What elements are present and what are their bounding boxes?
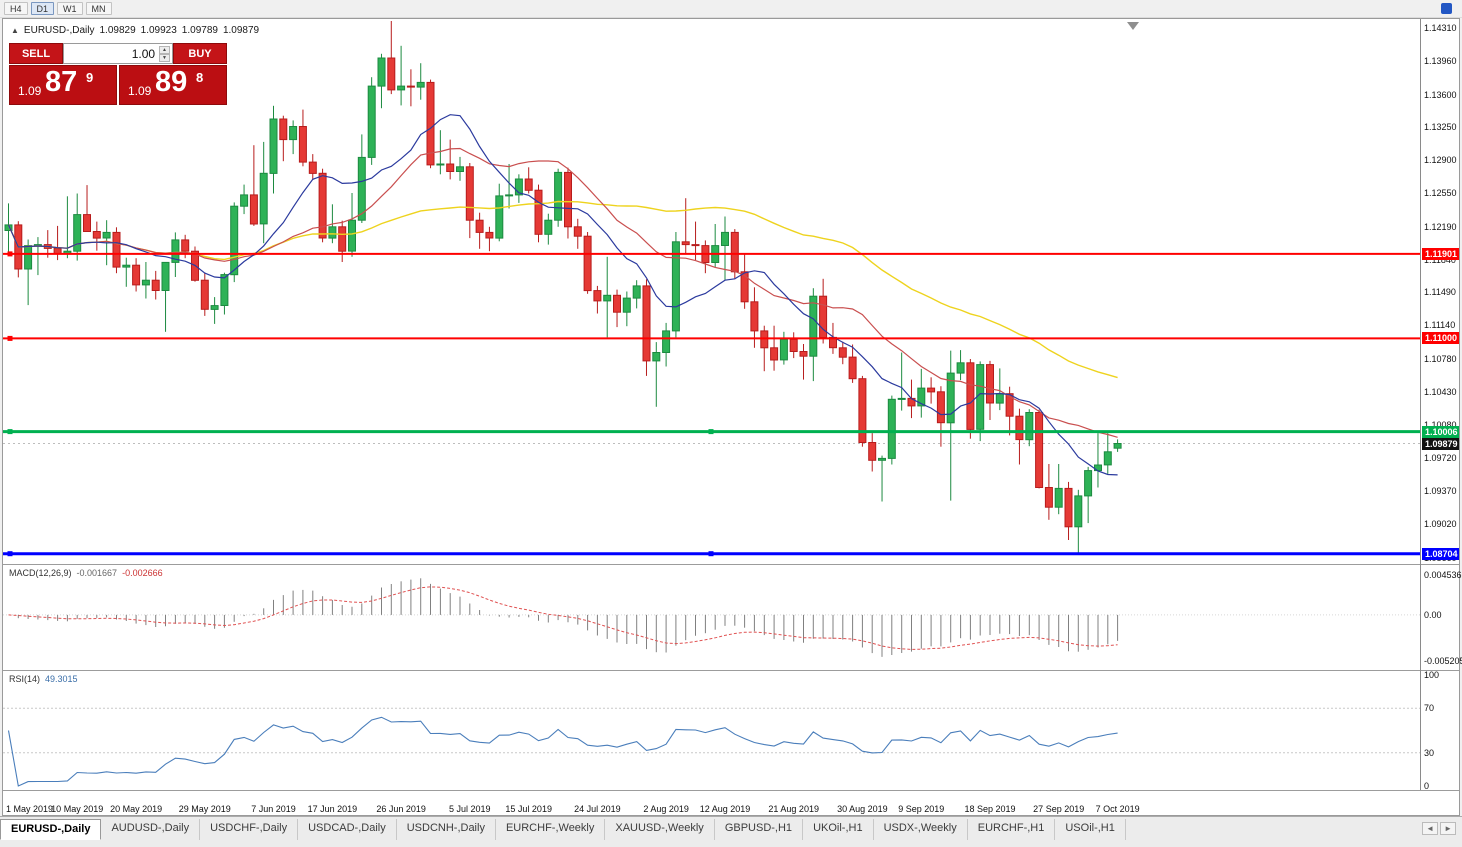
date-axis-label: 26 Jun 2019 (376, 804, 426, 814)
buy-pips: 89 (155, 66, 188, 98)
buy-price-display[interactable]: 1.09 89 8 (119, 65, 227, 105)
date-axis-label: 9 Sep 2019 (898, 804, 945, 814)
price-chart-canvas[interactable] (3, 19, 1459, 564)
line-handle (708, 429, 714, 435)
tab-scroll-buttons: ◄ ► (1420, 822, 1456, 835)
date-axis-label: 18 Sep 2019 (964, 804, 1016, 814)
date-axis-label: 21 Aug 2019 (768, 804, 819, 814)
tab-eurchf-weekly[interactable]: EURCHF-,Weekly (496, 819, 606, 840)
tab-usdchf-daily[interactable]: USDCHF-,Daily (200, 819, 299, 840)
line-handle (7, 335, 13, 341)
date-axis-label: 24 Jul 2019 (574, 804, 621, 814)
date-axis-label: 27 Sep 2019 (1033, 804, 1085, 814)
chart-tabs: EURUSD-,Daily AUDUSD-,Daily USDCHF-,Daily U… (0, 819, 1126, 840)
panel-splitter[interactable] (3, 564, 1459, 565)
macd-signal-value: -0.002666 (122, 568, 163, 578)
line-handle (7, 551, 13, 557)
sell-big-figure: 1.09 (18, 84, 42, 98)
tab-xauusd-weekly[interactable]: XAUUSD-,Weekly (605, 819, 715, 840)
tab-eurusd-daily[interactable]: EURUSD-,Daily (0, 819, 102, 840)
rsi-line (7, 716, 1118, 787)
panel-splitter[interactable] (3, 670, 1459, 671)
sell-price-display[interactable]: 1.09 87 9 (9, 65, 117, 105)
chart-shift-marker-icon (1127, 22, 1139, 30)
tab-usoil-h1[interactable]: USOil-,H1 (1055, 819, 1126, 840)
tab-ukoil-h1[interactable]: UKOil-,H1 (803, 819, 874, 840)
macd-main-value: -0.001667 (76, 568, 118, 578)
tab-gbpusd-h1[interactable]: GBPUSD-,H1 (715, 819, 804, 840)
volume-spinner[interactable]: ▲ ▼ (159, 45, 170, 62)
chart-symbol-period: EURUSD-,Daily (23, 25, 95, 36)
date-axis-label: 15 Jul 2019 (505, 804, 552, 814)
date-axis[interactable]: 1 May 2019 10 May 2019 20 May 2019 29 May 2… (3, 791, 1459, 815)
sell-pipette: 9 (86, 70, 94, 85)
macd-panel-canvas[interactable] (3, 565, 1459, 670)
buy-button[interactable]: BUY (173, 43, 227, 64)
axis-divider (1420, 19, 1421, 790)
rsi-label: RSI(14) 49.3015 (9, 674, 83, 684)
ma-fast (7, 114, 1118, 476)
timeframe-button-mn[interactable]: MN (85, 2, 112, 15)
date-axis-label: 7 Jun 2019 (251, 804, 296, 814)
timeframe-toolbar: H4 D1 W1 MN (0, 0, 1462, 18)
one-click-trade-panel: SELL 1.00 ▲ ▼ BUY 1.09 87 9 1.09 (9, 43, 227, 105)
chart-window: ▲ EURUSD-,Daily 1.09829 1.09923 1.09789 1.098… (2, 18, 1462, 816)
spin-up-icon[interactable]: ▲ (159, 45, 170, 54)
timeframe-button-h4[interactable]: H4 (4, 2, 28, 15)
chart-tab-bar: EURUSD-,Daily AUDUSD-,Daily USDCHF-,Daily U… (0, 816, 1462, 847)
buy-pipette: 8 (196, 70, 204, 85)
chart-marker-icon: ▲ (11, 26, 19, 35)
tab-usdx-weekly[interactable]: USDX-,Weekly (874, 819, 968, 840)
tab-scroll-left-icon[interactable]: ◄ (1422, 822, 1439, 835)
tab-audusd-daily[interactable]: AUDUSD-,Daily (101, 819, 201, 840)
volume-input[interactable]: 1.00 ▲ ▼ (63, 43, 173, 64)
date-axis-label: 10 May 2019 (51, 804, 104, 814)
timeframe-button-d1[interactable]: D1 (30, 2, 55, 15)
tab-eurchf-h1[interactable]: EURCHF-,H1 (968, 819, 1056, 840)
window-icon (1441, 3, 1452, 14)
date-axis-label: 5 Jul 2019 (449, 804, 491, 814)
sell-pips: 87 (45, 66, 78, 98)
tab-usdcad-daily[interactable]: USDCAD-,Daily (298, 819, 397, 840)
line-handle (7, 429, 13, 435)
timeframe-button-w1[interactable]: W1 (57, 2, 83, 15)
rsi-name: RSI(14) (9, 674, 41, 684)
date-axis-label: 7 Oct 2019 (1095, 804, 1140, 814)
date-axis-label: 2 Aug 2019 (643, 804, 689, 814)
date-axis-label: 20 May 2019 (110, 804, 163, 814)
date-axis-label: 1 May 2019 (6, 804, 54, 814)
line-handle (7, 251, 13, 257)
rsi-value: 49.3015 (45, 674, 78, 684)
panel-splitter[interactable] (3, 790, 1459, 791)
ohlc-open: 1.09829 (99, 25, 136, 36)
macd-label: MACD(12,26,9) -0.001667 -0.002666 (9, 568, 168, 578)
spin-down-icon[interactable]: ▼ (159, 53, 170, 62)
ohlc-high: 1.09923 (140, 25, 177, 36)
macd-name: MACD(12,26,9) (9, 568, 72, 578)
line-handle (708, 551, 714, 557)
sell-button[interactable]: SELL (9, 43, 63, 64)
macd-histogram (17, 578, 1119, 657)
date-axis-label: 17 Jun 2019 (307, 804, 358, 814)
date-axis-label: 12 Aug 2019 (699, 804, 751, 814)
rsi-panel-canvas[interactable] (3, 671, 1459, 790)
tab-usdcnh-daily[interactable]: USDCNH-,Daily (397, 819, 496, 840)
tab-scroll-right-icon[interactable]: ► (1440, 822, 1456, 835)
ohlc-close: 1.09879 (222, 25, 260, 36)
ohlc-low: 1.09789 (181, 25, 218, 36)
date-axis-label: 30 Aug 2019 (837, 804, 888, 814)
volume-value: 1.00 (131, 46, 156, 61)
timeframe-buttons: H4 D1 W1 MN (4, 2, 115, 15)
macd-signal-line (8, 586, 1118, 650)
chart-info: ▲ EURUSD-,Daily 1.09829 1.09923 1.09789 1.098… (11, 25, 264, 36)
date-axis-label: 29 May 2019 (178, 804, 231, 814)
buy-big-figure: 1.09 (128, 84, 152, 98)
